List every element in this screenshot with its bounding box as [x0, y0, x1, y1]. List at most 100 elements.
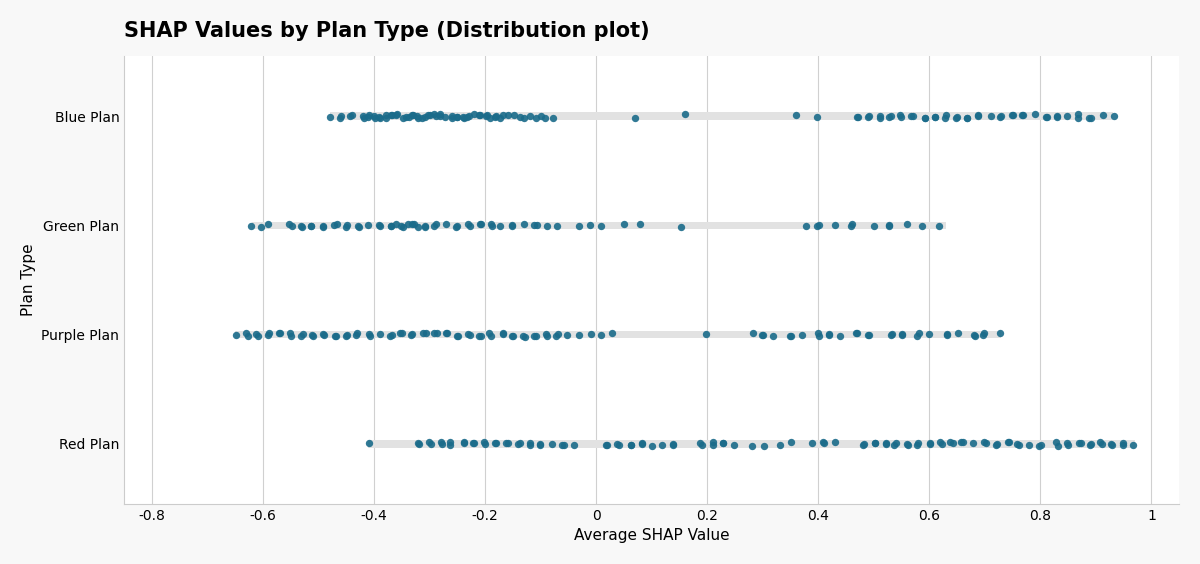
Point	[1037, 112, 1056, 121]
Point	[565, 440, 584, 449]
Point	[1013, 110, 1032, 119]
Point	[416, 329, 436, 338]
Point	[676, 110, 695, 119]
Point	[403, 110, 422, 119]
Point	[472, 220, 491, 229]
Point	[792, 331, 811, 340]
Point	[241, 222, 260, 231]
Point	[929, 222, 948, 231]
Point	[270, 329, 289, 338]
Point	[871, 111, 890, 120]
Point	[360, 111, 379, 120]
Point	[408, 111, 427, 120]
Point	[391, 222, 410, 231]
Point	[493, 328, 512, 337]
Point	[359, 112, 378, 121]
Point	[382, 222, 401, 231]
Point	[370, 221, 389, 230]
Point	[886, 439, 905, 448]
Point	[826, 220, 845, 229]
Point	[370, 221, 389, 230]
Point	[475, 439, 494, 448]
Point	[936, 111, 955, 120]
Point	[376, 111, 395, 120]
Point	[1046, 438, 1066, 447]
Point	[258, 219, 277, 228]
Point	[808, 113, 827, 122]
Point	[504, 110, 523, 119]
Point	[382, 221, 401, 230]
Point	[1102, 440, 1121, 449]
Point	[437, 329, 456, 338]
Point	[625, 113, 644, 122]
Point	[470, 331, 490, 340]
Point	[986, 441, 1006, 450]
Point	[314, 330, 334, 339]
Point	[569, 331, 588, 340]
Point	[602, 329, 622, 338]
Point	[797, 221, 816, 230]
Point	[409, 113, 428, 122]
Point	[890, 111, 910, 120]
Point	[1002, 111, 1021, 120]
Point	[382, 110, 401, 119]
Point	[293, 223, 312, 232]
Point	[1058, 440, 1078, 450]
Point	[854, 439, 874, 448]
Point	[313, 223, 332, 232]
Point	[898, 439, 917, 448]
Point	[426, 219, 445, 228]
Point	[968, 112, 988, 121]
Point	[496, 439, 515, 448]
Point	[521, 441, 540, 450]
Point	[925, 112, 944, 121]
Point	[538, 221, 557, 230]
Point	[463, 439, 482, 448]
Point	[714, 439, 733, 448]
Point	[913, 221, 932, 230]
Point	[859, 111, 878, 120]
Point	[1080, 440, 1099, 450]
Point	[535, 113, 554, 122]
Point	[337, 221, 356, 230]
Point	[1069, 439, 1088, 448]
Point	[454, 112, 473, 121]
Point	[510, 112, 529, 121]
Point	[916, 113, 935, 122]
Point	[916, 113, 935, 122]
Point	[420, 438, 439, 447]
Point	[948, 328, 967, 337]
Point	[436, 329, 455, 338]
Point	[919, 330, 938, 339]
Point	[946, 113, 965, 122]
Point	[313, 222, 332, 231]
Point	[326, 332, 346, 341]
Point	[476, 111, 496, 120]
Point	[493, 110, 512, 119]
Point	[696, 329, 715, 338]
Bar	[235, 331, 1002, 338]
Point	[1057, 439, 1076, 448]
Point	[360, 332, 379, 341]
Point	[400, 113, 419, 122]
Point	[486, 438, 505, 447]
Point	[503, 332, 522, 341]
Point	[226, 331, 245, 340]
Point	[842, 219, 862, 228]
Point	[865, 439, 884, 448]
Point	[542, 439, 562, 448]
Point	[943, 438, 962, 447]
Point	[870, 113, 889, 122]
Point	[302, 331, 322, 340]
Point	[478, 110, 497, 119]
Point	[893, 329, 912, 338]
Point	[460, 111, 479, 120]
Point	[416, 222, 436, 231]
Point	[847, 328, 866, 337]
Point	[328, 219, 347, 228]
Point	[632, 439, 652, 448]
Point	[440, 438, 460, 447]
Point	[502, 221, 521, 230]
Point	[947, 113, 966, 122]
Point	[596, 440, 616, 450]
